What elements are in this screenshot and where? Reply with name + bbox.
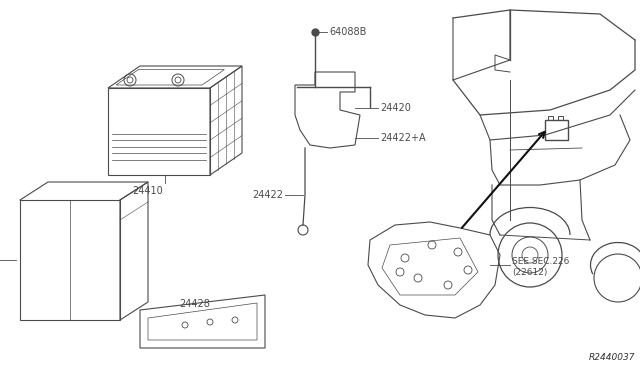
Text: 24422+A: 24422+A (380, 133, 426, 143)
Text: 24420: 24420 (380, 103, 411, 113)
Text: 24428: 24428 (180, 299, 211, 309)
Text: (22612): (22612) (512, 267, 547, 276)
Text: 24422: 24422 (252, 190, 283, 200)
Text: 24410: 24410 (132, 186, 163, 196)
Text: R2440037: R2440037 (589, 353, 635, 362)
Text: SEE SEC.226: SEE SEC.226 (512, 257, 570, 266)
Text: 64088B: 64088B (329, 27, 366, 37)
